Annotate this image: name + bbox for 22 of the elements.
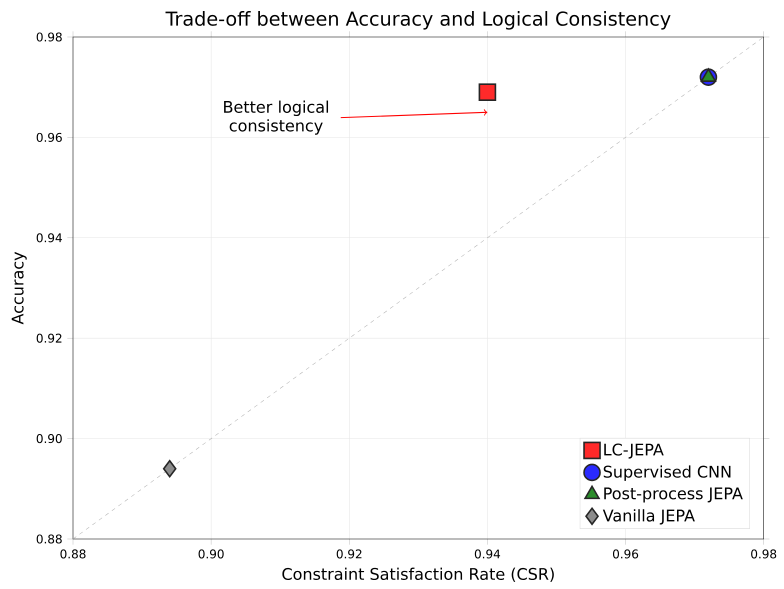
point: [162, 460, 176, 478]
x-tick-label: 0.98: [751, 549, 776, 558]
legend-label: LC-JEPA: [604, 444, 664, 459]
point: [478, 83, 496, 102]
x-tick-label: 0.88: [60, 549, 86, 558]
legend-label: Vanilla JEPA: [602, 509, 695, 525]
y-tick-label: 0.92: [36, 334, 62, 343]
chart-title: Trade-off between Accuracy and Logical Consistency: [166, 11, 671, 30]
x-tick-label: 0.90: [198, 549, 224, 558]
y-tick-label: 0.94: [36, 233, 62, 242]
x-tick-label: 0.94: [474, 549, 500, 558]
y-tick-label: 0.88: [36, 534, 62, 544]
x-axis-title: Constraint Satisfaction Rate (CSR): [282, 568, 554, 582]
y-axis-title: Accuracy: [12, 252, 27, 324]
annotation: Better logical consistency: [224, 100, 328, 135]
y-tick-label: 0.90: [36, 434, 62, 444]
x-tick-label: 0.92: [336, 549, 362, 558]
x-tick-label: 0.96: [612, 549, 638, 558]
legend-label: Post-process JEPA: [604, 488, 743, 503]
y-tick-label: 0.98: [36, 32, 62, 42]
legend-label: Supervised CNN: [604, 465, 730, 481]
y-tick-label: 0.96: [36, 132, 62, 142]
